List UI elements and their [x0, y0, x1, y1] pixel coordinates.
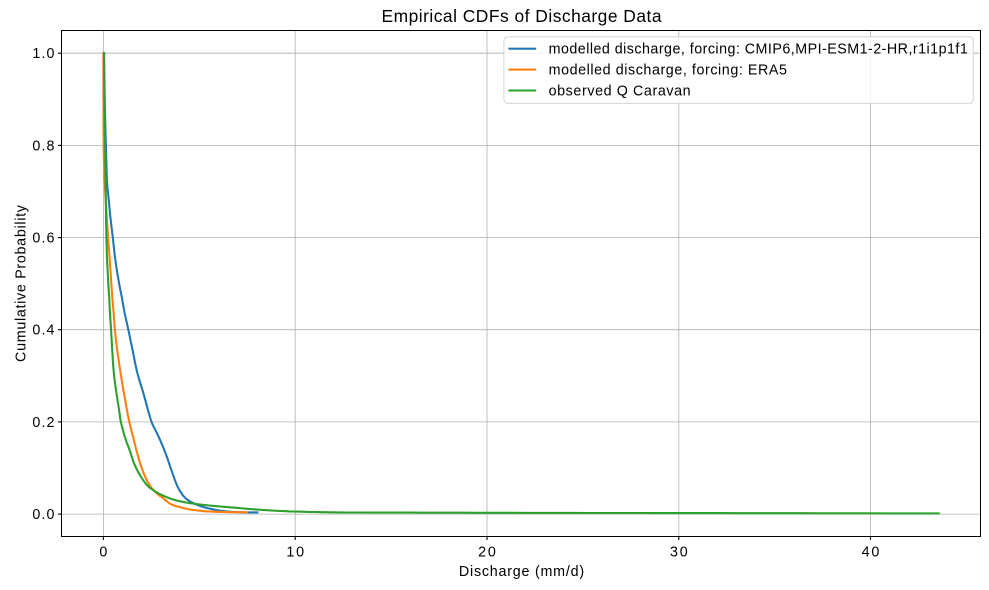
svg-text:observed Q Caravan: observed Q Caravan — [549, 83, 691, 99]
svg-text:0.4: 0.4 — [32, 323, 54, 339]
svg-text:0.2: 0.2 — [32, 415, 54, 431]
svg-text:Empirical CDFs of Discharge Da: Empirical CDFs of Discharge Data — [382, 6, 662, 26]
svg-text:0.6: 0.6 — [32, 231, 54, 247]
svg-text:0.0: 0.0 — [32, 507, 54, 523]
svg-text:40: 40 — [862, 545, 880, 561]
svg-text:Cumulative Probability: Cumulative Probability — [13, 204, 29, 362]
svg-text:modelled discharge, forcing: E: modelled discharge, forcing: ERA5 — [549, 62, 787, 78]
svg-text:Discharge (mm/d): Discharge (mm/d) — [459, 564, 584, 580]
svg-text:20: 20 — [478, 545, 496, 561]
svg-text:30: 30 — [670, 545, 688, 561]
svg-text:1.0: 1.0 — [32, 46, 54, 62]
svg-text:0.8: 0.8 — [32, 138, 54, 154]
svg-text:modelled discharge, forcing: C: modelled discharge, forcing: CMIP6,MPI-E… — [549, 42, 968, 58]
svg-text:10: 10 — [286, 545, 304, 561]
svg-text:0: 0 — [99, 545, 107, 561]
